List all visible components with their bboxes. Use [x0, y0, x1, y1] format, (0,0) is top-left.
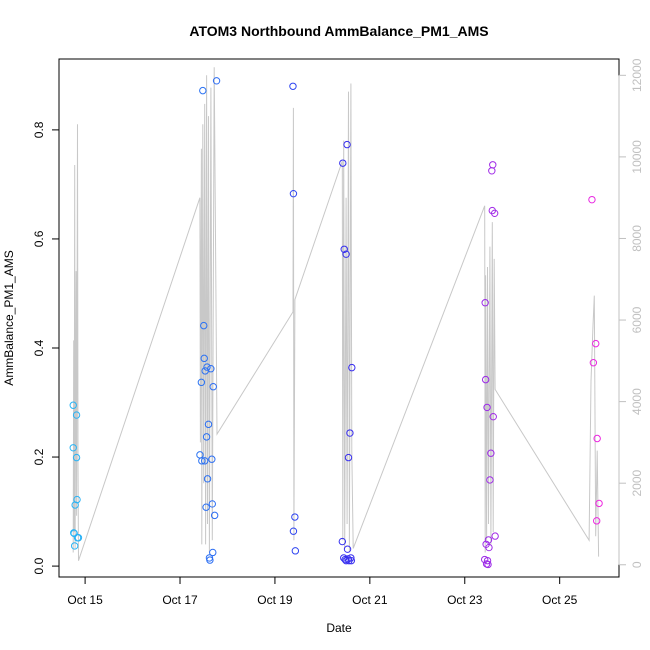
y2-tick-label: 12000: [630, 58, 644, 92]
scatter-point: [344, 453, 353, 462]
scatter-point: [483, 403, 491, 412]
scatter-point: [486, 476, 494, 484]
scatter-point: [70, 542, 79, 550]
x-tick-label: Oct 25: [542, 593, 578, 607]
chart-title: ATOM3 Northbound AmmBalance_PM1_AMS: [189, 23, 488, 39]
scatter-point: [343, 140, 351, 149]
scatter-point: [197, 378, 206, 387]
y-tick-label: 0.8: [32, 121, 46, 138]
scatter-point: [203, 475, 212, 483]
scatter-point: [200, 457, 209, 465]
scatter-point: [207, 365, 215, 373]
y2-tick-label: 0: [630, 561, 644, 568]
scatter-point: [209, 383, 217, 391]
scatter-point: [593, 434, 601, 443]
scatter-point: [488, 167, 496, 175]
scatter-point: [72, 453, 81, 462]
y2-tick-label: 6000: [630, 306, 644, 333]
line-series: [72, 67, 600, 561]
y2-tick-label: 2000: [630, 470, 644, 497]
scatter-point: [291, 513, 299, 521]
scatter-points-layer: [69, 77, 603, 569]
scatter-point: [69, 444, 77, 452]
y2-tick-label: 10000: [630, 140, 644, 174]
scatter-point: [289, 189, 298, 198]
scatter-point: [340, 245, 348, 253]
x-tick-label: Oct 15: [67, 593, 103, 607]
scatter-point: [339, 159, 347, 167]
x-tick-label: Oct 19: [257, 593, 293, 607]
y-tick-label: 0.4: [32, 339, 46, 356]
y-axis-label: AmmBalance_PM1_AMS: [2, 250, 16, 385]
y-tick-label: 0.0: [32, 557, 46, 574]
y-tick-label: 0.2: [32, 448, 46, 465]
scatter-point: [487, 449, 495, 457]
x-axis: Oct 15 Oct 17 Oct 19 Oct 21 Oct 23 Oct 25: [67, 576, 578, 607]
scatter-point: [209, 548, 217, 557]
scatter-point: [289, 82, 297, 90]
scatter-point: [489, 161, 497, 169]
scatter-point: [202, 503, 210, 511]
scatter-point: [483, 556, 492, 565]
scatter-point: [289, 527, 298, 535]
scatter-point: [481, 375, 490, 384]
scatter-point: [481, 299, 489, 307]
x-tick-label: Oct 23: [447, 593, 483, 607]
scatter-point: [484, 560, 492, 569]
scatter-point: [202, 433, 211, 441]
x-tick-label: Oct 17: [162, 593, 198, 607]
scatter-point: [200, 354, 208, 363]
scatter-point: [484, 536, 493, 544]
scatter-point: [347, 556, 356, 565]
scatter-point: [342, 250, 350, 258]
scatter-point: [595, 499, 603, 508]
scatter-point: [592, 339, 600, 348]
y-axis-left: 0.0 0.2 0.4 0.6 0.8: [32, 121, 60, 574]
scatter-point: [204, 420, 213, 429]
scatter-point: [291, 547, 300, 555]
y2-tick-label: 8000: [630, 225, 644, 252]
x-tick-label: Oct 21: [352, 593, 388, 607]
y-axis-right: 0 2000 4000 6000 8000 10000 12000: [618, 58, 644, 568]
line-series-layer: [72, 67, 600, 561]
scatter-point: [72, 411, 81, 419]
scatter-point: [208, 455, 216, 463]
scatter-point: [346, 429, 354, 437]
y-tick-label: 0.6: [32, 230, 46, 247]
scatter-point: [589, 359, 598, 367]
scatter-point: [338, 537, 347, 546]
scatter-point: [588, 195, 596, 204]
scatter-point: [212, 77, 221, 85]
scatter-point: [491, 532, 499, 540]
scatter-point: [198, 457, 206, 465]
scatter-point: [347, 554, 355, 562]
x-axis-label: Date: [326, 621, 352, 635]
scatter-point: [592, 517, 601, 525]
scatter-point: [348, 363, 356, 372]
scatter-point: [200, 321, 208, 330]
scatter-point: [343, 545, 352, 553]
scatter-point: [485, 543, 493, 552]
scatter-point: [206, 556, 214, 564]
scatter-point: [203, 363, 211, 371]
plot-area-frame: [58, 58, 620, 578]
scatter-point: [199, 86, 207, 95]
scatter-point: [208, 500, 216, 508]
scatter-point: [69, 401, 77, 409]
scatter-point: [490, 209, 499, 218]
scatter-point: [73, 495, 81, 504]
y2-tick-label: 4000: [630, 388, 644, 415]
scatter-point: [210, 511, 219, 520]
scatter-point: [489, 412, 497, 421]
scatter-point: [74, 534, 83, 542]
